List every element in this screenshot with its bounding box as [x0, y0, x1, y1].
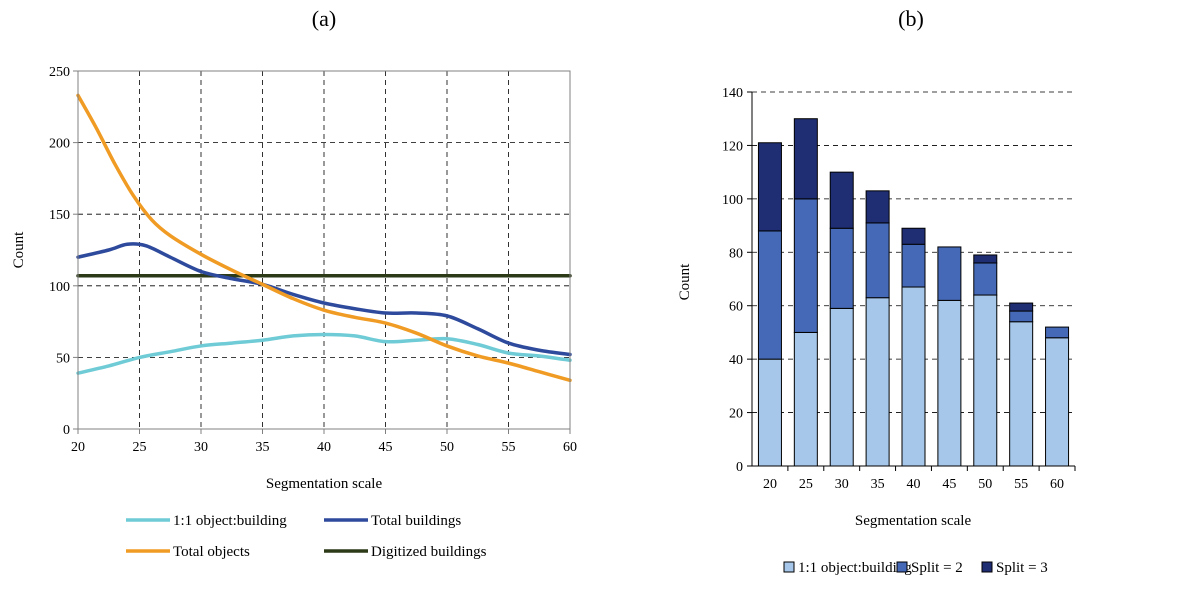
bar-chart-x-tick-label: 35: [871, 477, 885, 492]
line-chart-x-tick-label: 50: [440, 440, 454, 455]
legend-swatch-box: [783, 561, 795, 573]
legend-swatch-box: [896, 561, 908, 573]
bar-segment-split-3: [757, 142, 782, 232]
line-series-1-1-object-building: [76, 332, 572, 375]
bar-chart-y-tick-label: 120: [722, 139, 743, 154]
bar-chart-x-tick-label: 20: [763, 477, 777, 492]
bar-chart-y-tick-label: 100: [722, 193, 743, 208]
line-chart-series: [76, 93, 572, 383]
bar-segment-1-1-object-building: [793, 331, 818, 467]
bar-chart-x-title: Segmentation scale: [855, 513, 972, 529]
bar-segment-1-1-object-building: [757, 358, 782, 467]
line-chart-gridlines: [78, 71, 570, 429]
bar-chart-x-ticks: 20 25 30 35 40 45 50 55 60: [763, 466, 1076, 492]
line-series-total-objects: [76, 93, 572, 383]
panel-a-label: (a): [312, 6, 336, 31]
line-chart-x-tick-label: 55: [502, 440, 516, 455]
bar-segment-split-2: [901, 243, 926, 288]
line-series-total-buildings: [76, 242, 572, 357]
bar-chart-y-tick-label: 60: [729, 300, 743, 315]
bar-segment-1-1-object-building: [865, 297, 890, 467]
legend-label: Split = 3: [996, 560, 1048, 576]
bar-segment-split-3: [901, 227, 926, 245]
bar-chart-y-tick-label: 140: [722, 86, 743, 101]
bar-segment-split-2: [865, 222, 890, 299]
legend-label: Total buildings: [371, 513, 461, 529]
bar-segment-split-3: [1009, 302, 1034, 312]
bar-chart-x-tick-label: 40: [907, 477, 921, 492]
line-chart-x-tick-label: 45: [379, 440, 393, 455]
bar-chart-x-tick-label: 30: [835, 477, 849, 492]
bar-chart-x-tick-label: 50: [978, 477, 992, 492]
bar-segment-split-3: [829, 171, 854, 229]
line-chart-y-tick-label: 0: [63, 423, 70, 438]
bar-segment-split-2: [829, 227, 854, 309]
bar-segment-1-1-object-building: [937, 299, 962, 467]
legend-label: 1:1 object:building: [798, 560, 912, 576]
bar-segment-split-2: [793, 198, 818, 333]
legend-label: Total objects: [173, 544, 250, 560]
line-chart-y-tick-label: 100: [49, 280, 70, 295]
line-chart-x-tick-label: 60: [563, 440, 577, 455]
bar-segment-split-2: [757, 230, 782, 360]
line-chart-y-title: Count: [11, 231, 27, 269]
panel-b-label: (b): [898, 6, 924, 31]
bar-chart-x-tick-label: 25: [799, 477, 813, 492]
legend-swatch-box: [981, 561, 993, 573]
bar-chart-y-title: Count: [677, 263, 693, 301]
line-chart-y-tick-label: 50: [56, 351, 70, 366]
bar-segment-split-2: [937, 246, 962, 301]
line-chart-legend: 1:1 object:building Total buildings Total …: [126, 513, 487, 560]
line-chart-y-tick-label: 250: [49, 65, 70, 80]
bar-segment-split-3: [973, 254, 998, 264]
bar-segment-1-1-object-building: [973, 294, 998, 467]
bar-chart-y-tick-label: 80: [729, 246, 743, 261]
bar-chart-y-tick-label: 0: [736, 460, 743, 475]
bar-segment-1-1-object-building: [1045, 337, 1070, 467]
bar-chart-legend: 1:1 object:building Split = 2 Split = 3: [783, 560, 1048, 576]
bar-segment-1-1-object-building: [1009, 321, 1034, 467]
legend-label: 1:1 object:building: [173, 513, 287, 529]
bar-chart-panel: (b) 0 20 40 60 80 100 120 140 20 25 30 35 40 45 50 55 6…: [677, 6, 1076, 576]
bar-segment-split-2: [1009, 310, 1034, 323]
bar-chart-y-tick-label: 40: [729, 353, 743, 368]
bar-segment-split-2: [1045, 326, 1070, 339]
line-chart-x-tick-label: 20: [71, 440, 85, 455]
legend-label: Split = 2: [911, 560, 963, 576]
bar-chart-bars: [757, 118, 1070, 467]
line-chart-x-tick-label: 25: [133, 440, 147, 455]
bar-chart-x-tick-label: 45: [942, 477, 956, 492]
line-chart-x-ticks: 20 25 30 35 40 45 50 55 60: [71, 429, 577, 455]
bar-segment-split-3: [865, 190, 890, 224]
bar-segment-1-1-object-building: [829, 307, 854, 467]
bar-chart-x-tick-label: 55: [1014, 477, 1028, 492]
bar-segment-split-2: [973, 262, 998, 296]
line-chart-x-tick-label: 35: [256, 440, 270, 455]
bar-segment-split-3: [793, 118, 818, 200]
line-chart-x-tick-label: 40: [317, 440, 331, 455]
bar-chart-y-tick-label: 20: [729, 407, 743, 422]
bar-chart-y-ticks: 0 20 40 60 80 100 120 140: [722, 86, 752, 475]
line-chart-y-ticks: 0 50 100 150 200 250: [49, 65, 78, 438]
line-chart-x-tick-label: 30: [194, 440, 208, 455]
line-chart-x-title: Segmentation scale: [266, 476, 383, 492]
bar-chart-x-tick-label: 60: [1050, 477, 1064, 492]
line-chart-y-tick-label: 200: [49, 137, 70, 152]
bar-segment-1-1-object-building: [901, 286, 926, 467]
legend-label: Digitized buildings: [371, 544, 487, 560]
line-chart-panel: (a) 0 50 100 150 200 250 20 25 30 35 40 45 50 55 60 S…: [11, 6, 577, 560]
line-chart-y-tick-label: 150: [49, 208, 70, 223]
